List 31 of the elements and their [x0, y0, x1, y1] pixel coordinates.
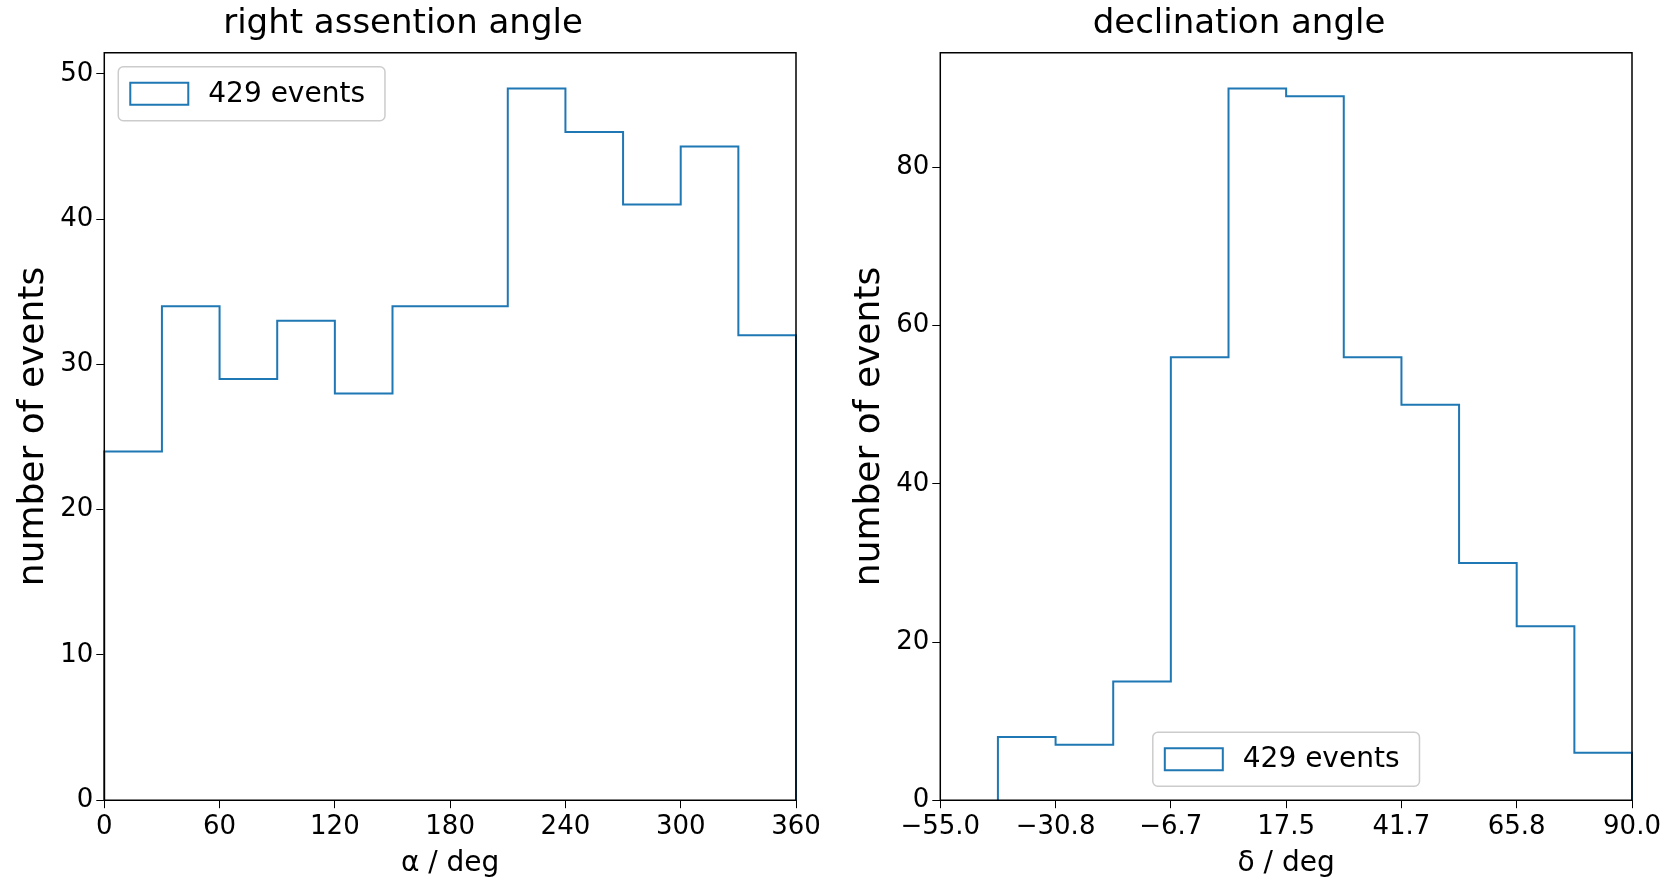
y-tick-label: 60: [896, 308, 930, 339]
x-tick-label: −6.7: [1139, 809, 1203, 840]
x-tick-label: 120: [310, 809, 360, 840]
y-tick-label: 20: [60, 492, 94, 523]
x-tick-label: 360: [771, 809, 821, 840]
y-axis-title: number of events: [9, 266, 51, 587]
y-tick-label: 30: [60, 347, 94, 378]
x-tick-label: 41.7: [1372, 809, 1431, 840]
y-axis-title: number of events: [845, 266, 887, 587]
x-axis-title: α / deg: [400, 845, 500, 879]
y-tick-label: 40: [896, 466, 930, 497]
x-tick-label: −30.8: [1015, 809, 1096, 840]
chart-title: declination angle: [1092, 1, 1386, 42]
x-axis-title: δ / deg: [1237, 845, 1335, 879]
x-tick-label: 300: [655, 809, 706, 840]
x-tick-label: 0: [96, 809, 113, 840]
y-tick-label: 20: [896, 624, 930, 655]
x-tick-label: 90.0: [1603, 809, 1661, 840]
x-tick-label: 65.8: [1487, 809, 1546, 840]
x-tick-label: 180: [425, 809, 475, 840]
legend-label: 429 events: [1242, 741, 1400, 775]
y-tick-label: 80: [896, 150, 930, 181]
y-tick-label: 0: [76, 782, 94, 813]
x-tick-label: 17.5: [1257, 809, 1316, 840]
x-tick-label: 60: [203, 809, 237, 840]
chart-title: right assention angle: [223, 1, 583, 42]
legend-label: 429 events: [208, 76, 365, 110]
y-tick-label: 10: [60, 637, 94, 668]
y-tick-label: 40: [60, 201, 94, 232]
x-tick-label: 240: [540, 809, 591, 840]
y-tick-label: 50: [60, 56, 94, 87]
